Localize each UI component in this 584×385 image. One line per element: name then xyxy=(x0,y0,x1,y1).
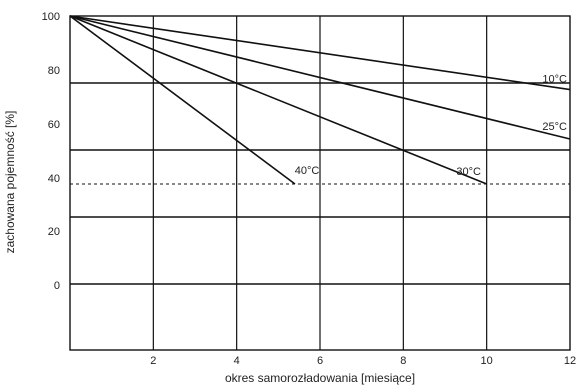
series-label: 40°C xyxy=(295,165,320,177)
x-tick-label: 4 xyxy=(234,355,240,367)
y-tick-label: 20 xyxy=(48,226,60,238)
x-tick-label: 10 xyxy=(481,355,493,367)
x-tick-label: 8 xyxy=(400,355,406,367)
series-label: 10°C xyxy=(542,74,567,86)
plot-border xyxy=(69,15,571,351)
series-line xyxy=(69,15,571,91)
x-tick-label: 12 xyxy=(564,355,576,367)
series-line xyxy=(69,15,571,140)
y-tick-label: 80 xyxy=(48,65,60,77)
series-label: 25°C xyxy=(542,121,567,133)
series-label: 30°C xyxy=(456,166,481,178)
series-line xyxy=(69,15,296,185)
x-tick-label: 2 xyxy=(150,355,156,367)
series-line xyxy=(69,15,487,185)
plot-frame xyxy=(69,15,571,351)
x-tick-label: 6 xyxy=(317,355,323,367)
grid xyxy=(70,16,570,350)
y-tick-label: 100 xyxy=(42,11,60,23)
y-tick-label: 60 xyxy=(48,119,60,131)
y-axis-title: zachowana pojemność [%] xyxy=(3,111,17,254)
series-lines xyxy=(69,15,571,185)
series-labels: 10°C 25°C 30°C 40°C xyxy=(295,74,567,178)
tick-labels: 100 80 60 40 20 0 2 4 6 8 10 12 xyxy=(42,11,576,367)
y-tick-label: 0 xyxy=(54,280,60,292)
x-axis-title: okres samorozładowania [miesiące] xyxy=(225,371,415,385)
y-tick-label: 40 xyxy=(48,173,60,185)
